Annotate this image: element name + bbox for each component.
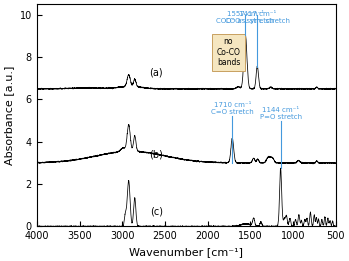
Text: 1557 cm⁻¹
COO⁻ as. stretch: 1557 cm⁻¹ COO⁻ as. stretch [216,10,275,23]
X-axis label: Wavenumber [cm⁻¹]: Wavenumber [cm⁻¹] [129,247,243,257]
Text: (b): (b) [149,150,163,160]
Text: (c): (c) [150,207,163,217]
Text: 1144 cm⁻¹
P=O stretch: 1144 cm⁻¹ P=O stretch [260,106,302,120]
Text: no
Co-CO
bands: no Co-CO bands [216,37,240,67]
Text: (a): (a) [149,67,163,77]
Bar [212,34,245,71]
Text: 1710 cm⁻¹
C=O stretch: 1710 cm⁻¹ C=O stretch [211,102,254,115]
Text: 1417 cm⁻¹
COO⁻ sym. stretch: 1417 cm⁻¹ COO⁻ sym. stretch [225,10,290,23]
Y-axis label: Absorbance [a.u.]: Absorbance [a.u.] [4,66,14,165]
